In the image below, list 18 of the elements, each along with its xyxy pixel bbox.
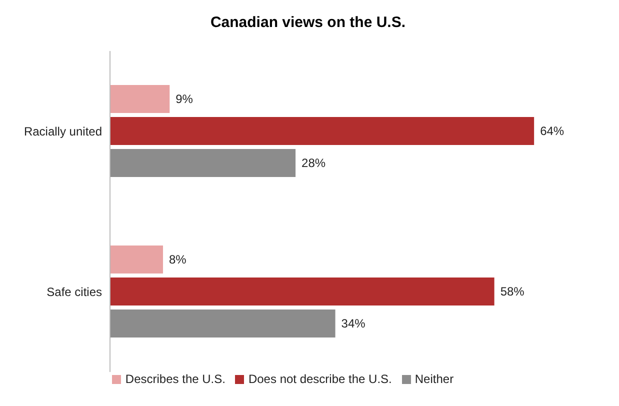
bar bbox=[110, 246, 164, 274]
bar bbox=[110, 310, 336, 338]
legend-label: Does not describe the U.S. bbox=[248, 372, 392, 386]
bar bbox=[110, 278, 494, 306]
data-label: 8% bbox=[169, 252, 187, 266]
bar bbox=[110, 149, 296, 177]
y-tick-label: Racially united bbox=[24, 124, 102, 139]
bar bbox=[110, 85, 170, 113]
data-label: 34% bbox=[341, 316, 366, 330]
data-label: 9% bbox=[176, 92, 194, 106]
legend-label: Neither bbox=[414, 372, 454, 386]
data-label: 58% bbox=[500, 284, 525, 298]
bar bbox=[110, 117, 534, 145]
data-label: 64% bbox=[540, 124, 564, 138]
chart-title: Canadian views on the U.S. bbox=[209, 14, 407, 31]
y-tick-label: Safe cities bbox=[46, 285, 102, 300]
legend-label: Describes the U.S. bbox=[125, 372, 226, 386]
data-label: 28% bbox=[302, 156, 326, 170]
